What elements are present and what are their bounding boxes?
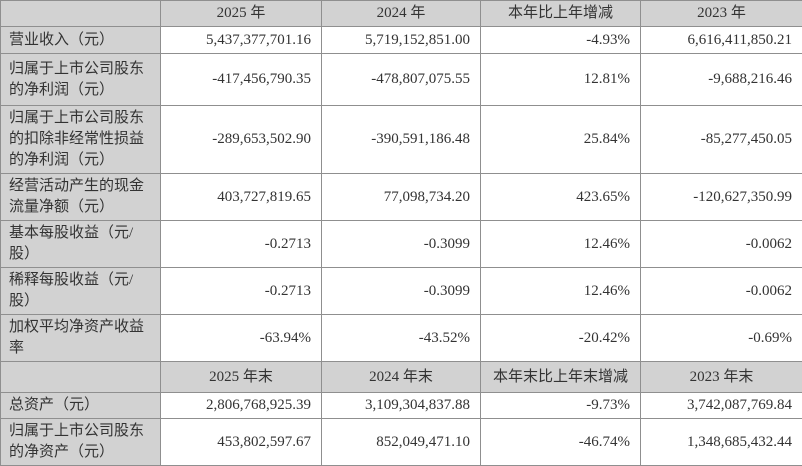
value-cell: -0.0062 (641, 268, 802, 315)
section1-header-row: 2025 年 2024 年 本年比上年增减 2023 年 (1, 1, 802, 27)
value-cell: -0.2713 (161, 221, 322, 268)
value-cell: -0.3099 (322, 268, 481, 315)
value-cell: 1,348,685,432.44 (641, 419, 802, 466)
header-cell-2024-end: 2024 年末 (322, 362, 481, 393)
value-cell: 852,049,471.10 (322, 419, 481, 466)
row-label: 基本每股收益（元/ 股） (1, 221, 161, 268)
header-cell-yoy-end-change: 本年末比上年末增减 (481, 362, 641, 393)
value-cell: 12.46% (481, 268, 641, 315)
value-cell: -46.74% (481, 419, 641, 466)
table-row-operating-cash-flow: 经营活动产生的现金 流量净额（元） 403,727,819.65 77,098,… (1, 174, 802, 221)
value-cell: -0.0062 (641, 221, 802, 268)
value-cell: -0.2713 (161, 268, 322, 315)
table-row-total-assets: 总资产（元） 2,806,768,925.39 3,109,304,837.88… (1, 393, 802, 419)
value-cell: 3,109,304,837.88 (322, 393, 481, 419)
row-label: 总资产（元） (1, 393, 161, 419)
value-cell: 423.65% (481, 174, 641, 221)
header-cell-yoy-change: 本年比上年增减 (481, 1, 641, 27)
value-cell: -417,456,790.35 (161, 54, 322, 106)
row-label: 经营活动产生的现金 流量净额（元） (1, 174, 161, 221)
value-cell: 12.46% (481, 221, 641, 268)
table-row-net-profit-excl-nonrecurring: 归属于上市公司股东 的扣除非经常性损益 的净利润（元） -289,653,502… (1, 106, 802, 174)
header-cell-2024: 2024 年 (322, 1, 481, 27)
header-cell-2023-end: 2023 年末 (641, 362, 802, 393)
table-row-operating-revenue: 营业收入（元） 5,437,377,701.16 5,719,152,851.0… (1, 27, 802, 54)
value-cell: -9.73% (481, 393, 641, 419)
header-cell-2025-end: 2025 年末 (161, 362, 322, 393)
header-cell-2025: 2025 年 (161, 1, 322, 27)
value-cell: -390,591,186.48 (322, 106, 481, 174)
row-label: 加权平均净资产收益 率 (1, 315, 161, 362)
value-cell: 5,719,152,851.00 (322, 27, 481, 54)
value-cell: 5,437,377,701.16 (161, 27, 322, 54)
value-cell: 6,616,411,850.21 (641, 27, 802, 54)
value-cell: -289,653,502.90 (161, 106, 322, 174)
value-cell: 3,742,087,769.84 (641, 393, 802, 419)
table-row-basic-eps: 基本每股收益（元/ 股） -0.2713 -0.3099 12.46% -0.0… (1, 221, 802, 268)
value-cell: 2,806,768,925.39 (161, 393, 322, 419)
row-label: 营业收入（元） (1, 27, 161, 54)
value-cell: -43.52% (322, 315, 481, 362)
header-cell-blank (1, 1, 161, 27)
value-cell: -85,277,450.05 (641, 106, 802, 174)
value-cell: -0.69% (641, 315, 802, 362)
value-cell: 453,802,597.67 (161, 419, 322, 466)
table-row-weighted-avg-roe: 加权平均净资产收益 率 -63.94% -43.52% -20.42% -0.6… (1, 315, 802, 362)
value-cell: 77,098,734.20 (322, 174, 481, 221)
header-cell-2023: 2023 年 (641, 1, 802, 27)
table-row-net-profit: 归属于上市公司股东 的净利润（元） -417,456,790.35 -478,8… (1, 54, 802, 106)
header-cell-blank (1, 362, 161, 393)
table-row-diluted-eps: 稀释每股收益（元/ 股） -0.2713 -0.3099 12.46% -0.0… (1, 268, 802, 315)
section2-header-row: 2025 年末 2024 年末 本年末比上年末增减 2023 年末 (1, 362, 802, 393)
value-cell: -4.93% (481, 27, 641, 54)
value-cell: -20.42% (481, 315, 641, 362)
row-label: 稀释每股收益（元/ 股） (1, 268, 161, 315)
value-cell: -120,627,350.99 (641, 174, 802, 221)
value-cell: -0.3099 (322, 221, 481, 268)
row-label: 归属于上市公司股东 的扣除非经常性损益 的净利润（元） (1, 106, 161, 174)
row-label: 归属于上市公司股东 的净利润（元） (1, 54, 161, 106)
value-cell: -478,807,075.55 (322, 54, 481, 106)
value-cell: 403,727,819.65 (161, 174, 322, 221)
value-cell: -9,688,216.46 (641, 54, 802, 106)
value-cell: -63.94% (161, 315, 322, 362)
row-label: 归属于上市公司股东 的净资产（元） (1, 419, 161, 466)
value-cell: 12.81% (481, 54, 641, 106)
table-row-net-assets: 归属于上市公司股东 的净资产（元） 453,802,597.67 852,049… (1, 419, 802, 466)
value-cell: 25.84% (481, 106, 641, 174)
